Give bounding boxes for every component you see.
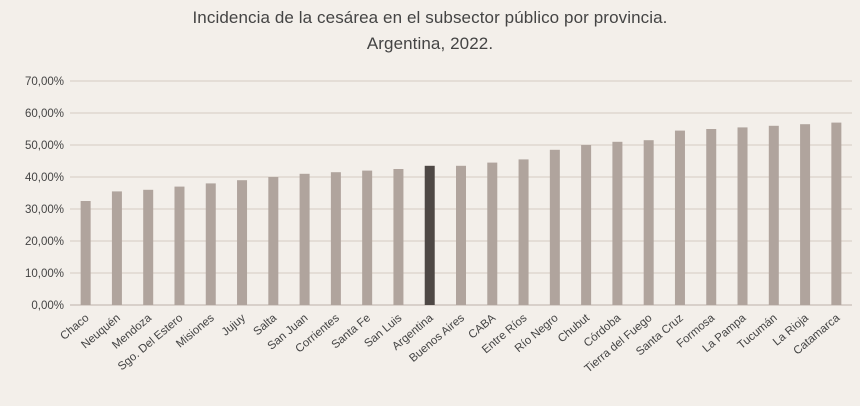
bar bbox=[831, 122, 842, 305]
y-tick-label: 30,00% bbox=[25, 204, 64, 216]
bar bbox=[737, 127, 748, 306]
y-tick-label: 20,00% bbox=[25, 236, 64, 248]
bar bbox=[143, 189, 154, 305]
y-tick-label: 10,00% bbox=[25, 268, 64, 280]
bar bbox=[299, 173, 310, 305]
x-tick-label: Jujuy bbox=[220, 312, 248, 339]
bar bbox=[674, 130, 685, 305]
bar bbox=[706, 129, 717, 305]
y-tick-label: 60,00% bbox=[25, 108, 64, 120]
bar bbox=[268, 177, 279, 305]
bar bbox=[581, 145, 592, 305]
bar bbox=[518, 159, 529, 305]
chart-subtitle: Argentina, 2022. bbox=[366, 34, 494, 53]
bar bbox=[80, 201, 91, 305]
bar bbox=[174, 186, 185, 305]
y-tick-label: 0,00% bbox=[31, 300, 64, 312]
chart-title: Incidencia de la cesárea en el subsector… bbox=[192, 8, 668, 27]
bar bbox=[330, 172, 341, 305]
y-tick-label: 40,00% bbox=[25, 172, 64, 184]
y-tick-label: 70,00% bbox=[25, 76, 64, 88]
bar bbox=[487, 162, 498, 305]
bar bbox=[768, 125, 779, 305]
bar bbox=[111, 191, 122, 305]
x-tick-label: Buenos Aires bbox=[407, 312, 467, 365]
bar bbox=[393, 169, 404, 305]
bar bbox=[205, 183, 216, 305]
bar bbox=[549, 149, 560, 305]
bar bbox=[800, 124, 811, 305]
bar bbox=[643, 140, 654, 305]
bar bbox=[362, 170, 373, 305]
bar bbox=[456, 165, 466, 305]
bar bbox=[612, 141, 623, 305]
bar bbox=[237, 180, 248, 305]
bar bbox=[424, 165, 435, 305]
y-tick-label: 50,00% bbox=[25, 140, 64, 152]
